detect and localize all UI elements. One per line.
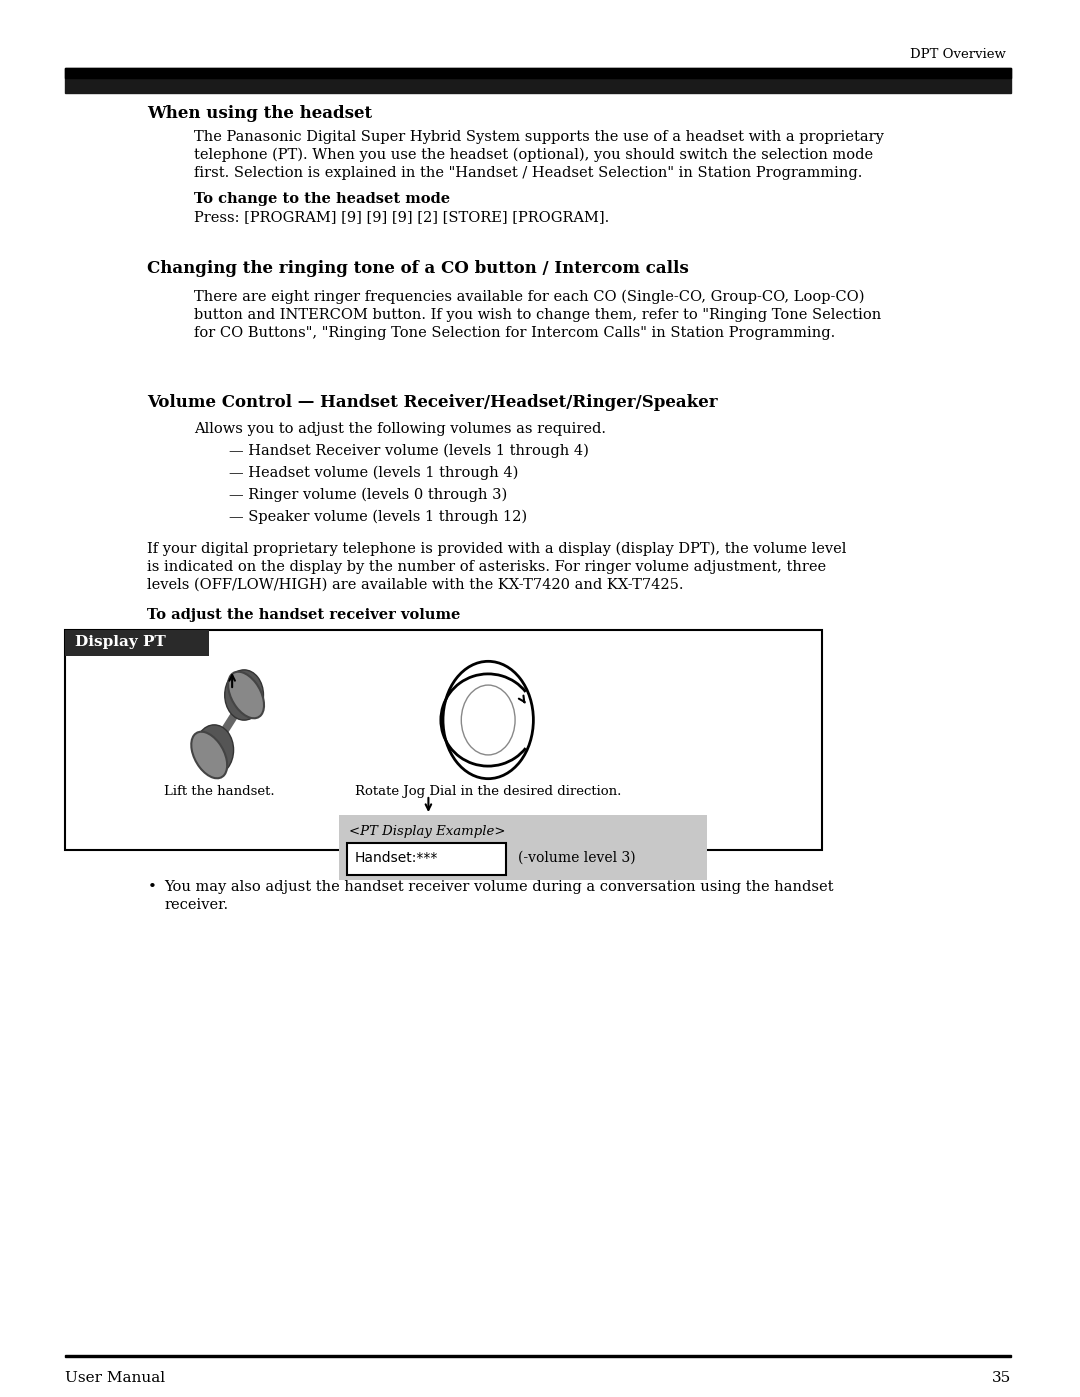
Text: Press: [PROGRAM] [9] [9] [9] [2] [STORE] [PROGRAM].: Press: [PROGRAM] [9] [9] [9] [2] [STORE]… (194, 210, 609, 224)
FancyBboxPatch shape (339, 814, 707, 880)
Text: receiver.: receiver. (164, 898, 229, 912)
Ellipse shape (228, 672, 264, 718)
Text: Allows you to adjust the following volumes as required.: Allows you to adjust the following volum… (194, 422, 606, 436)
Text: Changing the ringing tone of a CO button / Intercom calls: Changing the ringing tone of a CO button… (148, 260, 689, 277)
Text: There are eight ringer frequencies available for each CO (Single-CO, Group-CO, L: There are eight ringer frequencies avail… (194, 291, 865, 305)
Text: — Speaker volume (levels 1 through 12): — Speaker volume (levels 1 through 12) (229, 510, 527, 524)
Text: DPT Overview: DPT Overview (910, 47, 1007, 61)
Text: Display PT: Display PT (75, 636, 165, 650)
Text: <PT Display Example>: <PT Display Example> (349, 826, 505, 838)
Text: for CO Buttons", "Ringing Tone Selection for Intercom Calls" in Station Programm: for CO Buttons", "Ringing Tone Selection… (194, 326, 836, 339)
Text: first. Selection is explained in the "Handset / Headset Selection" in Station Pr: first. Selection is explained in the "Ha… (194, 166, 863, 180)
Text: To adjust the handset receiver volume: To adjust the handset receiver volume (148, 608, 461, 622)
Text: telephone (PT). When you use the headset (optional), you should switch the selec: telephone (PT). When you use the headset… (194, 148, 874, 162)
Text: is indicated on the display by the number of asterisks. For ringer volume adjust: is indicated on the display by the numbe… (148, 560, 826, 574)
Circle shape (443, 661, 534, 778)
Text: — Handset Receiver volume (levels 1 through 4): — Handset Receiver volume (levels 1 thro… (229, 444, 589, 458)
Text: You may also adjust the handset receiver volume during a conversation using the : You may also adjust the handset receiver… (164, 880, 834, 894)
Text: 35: 35 (993, 1370, 1011, 1384)
Text: levels (OFF/LOW/HIGH) are available with the KX-T7420 and KX-T7425.: levels (OFF/LOW/HIGH) are available with… (148, 578, 684, 592)
Text: User Manual: User Manual (65, 1370, 165, 1384)
Ellipse shape (191, 732, 227, 778)
Text: The Panasonic Digital Super Hybrid System supports the use of a headset with a p: The Panasonic Digital Super Hybrid Syste… (194, 130, 885, 144)
Bar (65, 1355, 1011, 1356)
Text: — Headset volume (levels 1 through 4): — Headset volume (levels 1 through 4) (229, 467, 518, 481)
FancyBboxPatch shape (65, 630, 822, 849)
FancyBboxPatch shape (347, 842, 507, 875)
Text: When using the headset: When using the headset (148, 105, 373, 122)
Text: Rotate Jog Dial in the desired direction.: Rotate Jog Dial in the desired direction… (355, 785, 621, 798)
Text: Lift the handset.: Lift the handset. (164, 785, 274, 798)
Text: — Ringer volume (levels 0 through 3): — Ringer volume (levels 0 through 3) (229, 488, 508, 503)
Text: To change to the headset mode: To change to the headset mode (194, 191, 450, 205)
Text: (-volume level 3): (-volume level 3) (518, 851, 636, 865)
Circle shape (461, 685, 515, 754)
Bar (65, 68, 1011, 94)
Text: button and INTERCOM button. If you wish to change them, refer to "Ringing Tone S: button and INTERCOM button. If you wish … (194, 307, 881, 321)
Text: Handset:***: Handset:*** (354, 851, 438, 865)
FancyBboxPatch shape (65, 630, 210, 657)
Circle shape (225, 669, 264, 719)
Circle shape (194, 725, 233, 775)
Text: If your digital proprietary telephone is provided with a display (display DPT), : If your digital proprietary telephone is… (148, 542, 847, 556)
Text: •: • (148, 880, 157, 894)
Bar (65, 68, 1011, 78)
Text: Volume Control — Handset Receiver/Headset/Ringer/Speaker: Volume Control — Handset Receiver/Headse… (148, 394, 718, 411)
